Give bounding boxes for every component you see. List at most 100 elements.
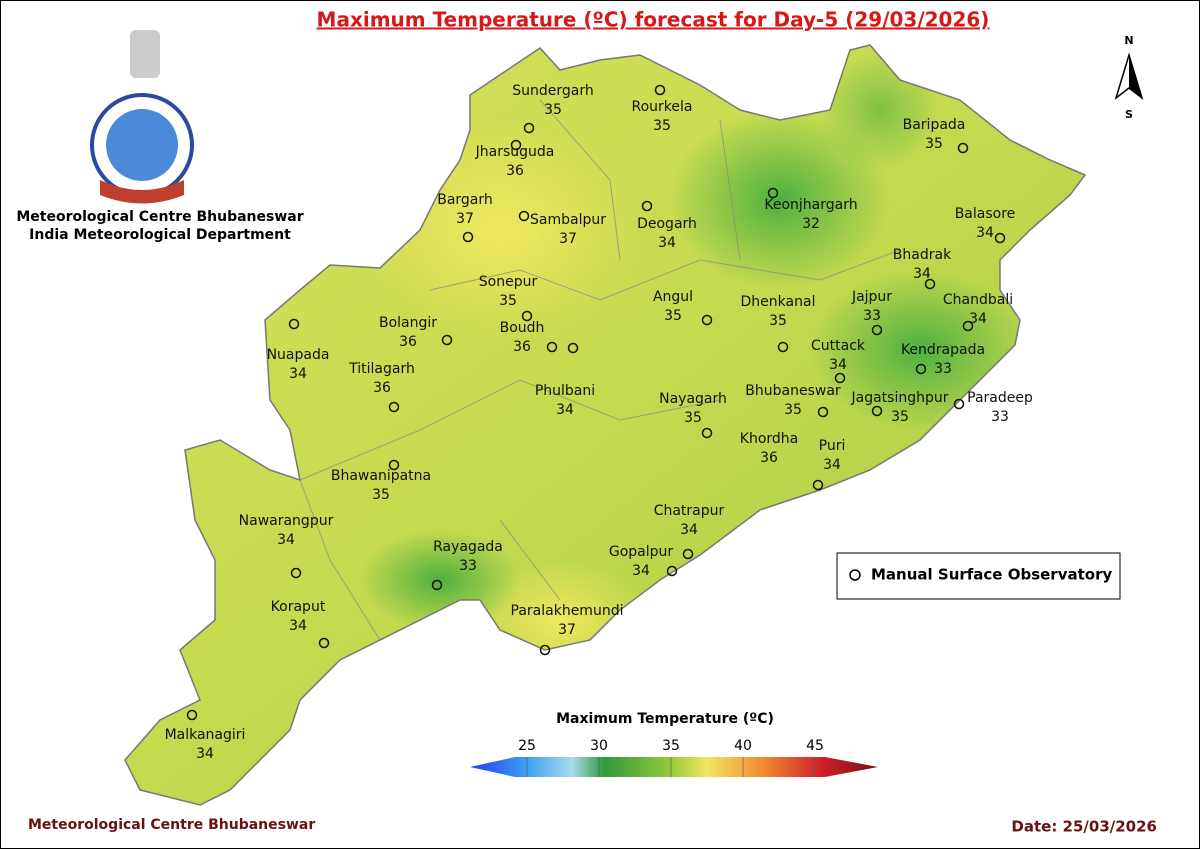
station-temperature: 34: [969, 311, 987, 327]
north-arrow: [1114, 52, 1144, 101]
station-marker: [654, 84, 666, 96]
station-temperature: 34: [632, 563, 650, 579]
station-name: Bhubaneswar: [745, 383, 841, 399]
station-temperature: 34: [556, 402, 574, 418]
station-marker: [641, 200, 653, 212]
station-marker: [834, 372, 846, 384]
station-temperature: 35: [499, 293, 517, 309]
station-marker: [701, 427, 713, 439]
station-name: Puri: [819, 438, 846, 454]
station-temperature: 34: [277, 532, 295, 548]
station-temperature: 35: [544, 102, 562, 118]
station-temperature: 35: [784, 402, 802, 418]
station-name: Sambalpur: [530, 212, 606, 228]
station-name: Jharsuguda: [475, 144, 555, 160]
station-marker: [290, 567, 302, 579]
station-temperature: 37: [558, 622, 576, 638]
station-temperature: 35: [664, 308, 682, 324]
station-marker: [388, 459, 400, 471]
station-name: Bargarh: [437, 192, 493, 208]
station-temperature: 35: [653, 118, 671, 134]
station-name: Nuapada: [267, 347, 330, 363]
station-temperature: 36: [506, 163, 524, 179]
station-temperature: 35: [925, 136, 943, 152]
station-name: Bolangir: [379, 315, 437, 331]
station-name: Phulbani: [535, 383, 595, 399]
station-marker: [957, 142, 969, 154]
footer-right: Date: 25/03/2026: [1011, 818, 1157, 836]
station-temperature: 34: [913, 266, 931, 282]
station-marker: [682, 548, 694, 560]
station-temperature: 34: [289, 618, 307, 634]
station-temperature: 32: [802, 216, 820, 232]
district-lines: [299, 99, 901, 641]
station-name: Baripada: [903, 117, 966, 133]
org-line: Meteorological Centre Bhubaneswar: [16, 209, 303, 225]
station-marker: [812, 479, 824, 491]
station-temperature: 34: [658, 235, 676, 251]
station-name: Gopalpur: [609, 544, 674, 560]
station-marker: [523, 122, 535, 134]
station-temperature: 34: [680, 522, 698, 538]
station-marker: [994, 232, 1006, 244]
station-temperature: 33: [863, 308, 881, 324]
station-temperature: 36: [760, 450, 778, 466]
station-name: Paralakhemundi: [511, 603, 624, 619]
station-name: Chatrapur: [654, 503, 725, 519]
station-name: Sonepur: [479, 274, 538, 290]
colorbar-tick-label: 35: [662, 738, 680, 754]
station-marker: [871, 324, 883, 336]
station-temperature: 37: [559, 231, 577, 247]
station-marker: [953, 398, 965, 410]
compass-south: S: [1125, 108, 1133, 121]
colorbar-tick-label: 45: [806, 738, 824, 754]
station-marker: [567, 342, 579, 354]
station-name: Rayagada: [433, 539, 503, 555]
station-marker: [871, 405, 883, 417]
station-temperature: 35: [769, 313, 787, 329]
station-name: Keonjhargarh: [764, 197, 857, 213]
station-name: Deogarh: [637, 216, 697, 232]
station-marker: [431, 579, 443, 591]
colorbar-tick-label: 25: [518, 738, 536, 754]
station-name: Cuttack: [811, 338, 866, 354]
station-name: Titilagarh: [348, 361, 415, 377]
station-marker: [288, 318, 300, 330]
station-marker: [441, 334, 453, 346]
station-temperature: 35: [684, 410, 702, 426]
colorbar-title: Maximum Temperature (ºC): [556, 711, 774, 727]
station-name: Nawarangpur: [239, 513, 334, 529]
colorbar-ticks: 25 30 35 40 45: [518, 738, 824, 777]
station-name: Paradeep: [967, 390, 1033, 406]
station-temperature: 35: [891, 409, 909, 425]
compass-north: N: [1124, 34, 1133, 47]
station-name: Kendrapada: [901, 342, 985, 358]
station-temperature: 34: [823, 457, 841, 473]
org-line: India Meteorological Department: [29, 227, 291, 243]
station-name: Sundergarh: [512, 83, 594, 99]
station-temperature: 35: [372, 487, 390, 503]
station-temperature: 33: [991, 409, 1009, 425]
station-marker: [186, 709, 198, 721]
station-marker: [462, 231, 474, 243]
station-temperature: 34: [196, 746, 214, 762]
stations: Sundergarh 35 Rourkela 35 Jharsuguda 36 Baripa…: [165, 83, 1033, 762]
colorbar-tick-label: 40: [734, 738, 752, 754]
station-temperature: 34: [289, 366, 307, 382]
station-name: Koraput: [271, 599, 326, 615]
footer-left: Meteorological Centre Bhubaneswar: [28, 817, 315, 833]
station-name: Bhawanipatna: [331, 468, 431, 484]
station-name: Chandbali: [943, 292, 1013, 308]
legend-box: [836, 552, 1121, 600]
station-name: Malkanagiri: [165, 727, 246, 743]
station-temperature: 36: [399, 334, 417, 350]
station-marker: [777, 341, 789, 353]
station-marker: [518, 210, 530, 222]
state-fill: [125, 45, 1085, 805]
station-name: Khordha: [740, 431, 798, 447]
station-marker: [539, 644, 551, 656]
station-name: Bhadrak: [893, 247, 952, 263]
station-name: Rourkela: [632, 99, 693, 115]
station-temperature: 37: [456, 211, 474, 227]
